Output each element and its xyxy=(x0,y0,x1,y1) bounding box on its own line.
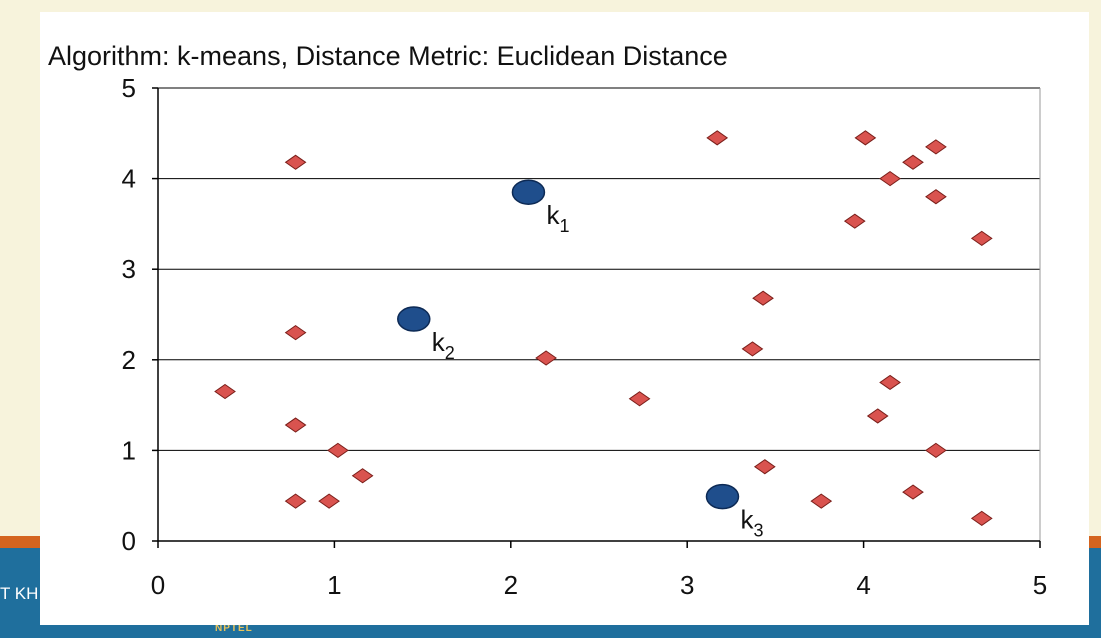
data-point xyxy=(902,484,924,500)
data-point xyxy=(351,468,374,484)
centroid-k1 xyxy=(511,179,546,205)
centroid-label-k1: k1 xyxy=(546,200,569,236)
data-point xyxy=(318,493,340,509)
data-point xyxy=(284,154,307,170)
data-point xyxy=(970,230,993,247)
scatter-chart: 0 1 2 3 4 5 0 1 2 3 4 5 k1 k2 k3 xyxy=(122,73,1048,600)
x-tick-label-4: 4 xyxy=(856,570,870,600)
y-tick-label-2: 2 xyxy=(122,345,136,375)
data-point xyxy=(843,213,866,229)
x-tick-label-2: 2 xyxy=(504,570,518,600)
centroid-k2 xyxy=(397,306,431,332)
data-point xyxy=(879,374,901,391)
data-point xyxy=(753,459,776,475)
centroids: k1 k2 k3 xyxy=(397,179,763,541)
y-tick-label-3: 3 xyxy=(122,254,136,284)
data-point xyxy=(752,290,774,306)
y-tick-label-0: 0 xyxy=(122,526,136,556)
x-tick-label-3: 3 xyxy=(680,570,694,600)
data-point xyxy=(925,189,947,205)
footer-institute-text: T KH xyxy=(0,584,39,603)
data-point xyxy=(535,350,557,366)
centroid-k3 xyxy=(705,483,740,510)
data-point xyxy=(925,442,947,459)
x-tick-label-0: 0 xyxy=(151,570,165,600)
data-point xyxy=(810,493,833,509)
data-point xyxy=(284,417,307,433)
data-point xyxy=(902,154,924,170)
data-point xyxy=(327,442,349,459)
data-point xyxy=(628,391,651,407)
data-points xyxy=(214,130,993,526)
y-tick-label-5: 5 xyxy=(122,73,136,103)
data-point xyxy=(284,325,307,341)
y-tick-label-4: 4 xyxy=(122,164,136,194)
data-point xyxy=(284,493,307,509)
data-point xyxy=(854,130,877,146)
x-tick-label-5: 5 xyxy=(1033,570,1047,600)
axes xyxy=(152,87,1041,548)
tick-labels: 0 1 2 3 4 5 0 1 2 3 4 5 xyxy=(122,73,1048,600)
footer-nptel-logo: NPTEL xyxy=(215,623,253,634)
data-point xyxy=(866,408,889,424)
centroid-label-k2: k2 xyxy=(432,327,455,363)
y-tick-label-1: 1 xyxy=(122,435,136,465)
data-point xyxy=(741,341,764,357)
data-point xyxy=(879,170,901,187)
x-tick-label-1: 1 xyxy=(327,570,341,600)
data-point xyxy=(214,383,236,400)
gridlines xyxy=(158,87,1040,451)
centroid-label-k3: k3 xyxy=(740,505,763,541)
data-point xyxy=(706,130,729,146)
data-point xyxy=(970,510,993,526)
chart-title: Algorithm: k-means, Distance Metric: Euc… xyxy=(48,41,728,71)
data-point xyxy=(925,139,947,155)
slide: 0 1 2 3 4 5 0 1 2 3 4 5 k1 k2 k3 Algorithm: k-means, … xyxy=(40,12,1089,625)
